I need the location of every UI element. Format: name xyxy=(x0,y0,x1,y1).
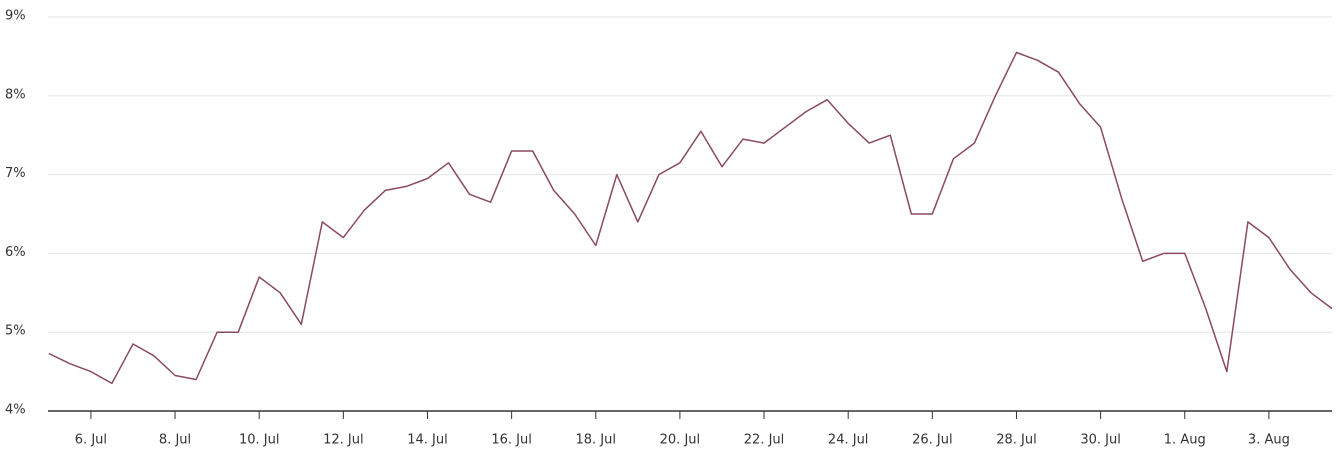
x-tick-label: 18. Jul xyxy=(576,433,617,448)
x-tick-label: 14. Jul xyxy=(407,433,448,448)
x-tick-label: 24. Jul xyxy=(828,433,869,448)
y-tick-label: 5% xyxy=(5,324,26,339)
data-line xyxy=(48,51,1333,385)
x-tick-label: 30. Jul xyxy=(1080,433,1121,448)
x-tick-label: 8. Jul xyxy=(159,433,191,448)
y-tick-label: 6% xyxy=(5,245,26,260)
x-tick-label: 28. Jul xyxy=(996,433,1037,448)
x-tick-label: 26. Jul xyxy=(912,433,953,448)
x-tick-label: 12. Jul xyxy=(323,433,364,448)
x-tick-label: 6. Jul xyxy=(75,433,107,448)
x-tick-label: 20. Jul xyxy=(660,433,701,448)
y-tick-label: 7% xyxy=(5,166,26,181)
y-tick-label: 9% xyxy=(5,9,26,24)
y-tick-label: 4% xyxy=(5,403,26,418)
x-tick-label: 22. Jul xyxy=(744,433,785,448)
x-tick-label: 16. Jul xyxy=(491,433,532,448)
x-tick-label: 10. Jul xyxy=(239,433,280,448)
y-tick-label: 8% xyxy=(5,87,26,102)
x-tick-label: 1. Aug xyxy=(1164,433,1206,448)
x-tick-label: 3. Aug xyxy=(1248,433,1290,448)
